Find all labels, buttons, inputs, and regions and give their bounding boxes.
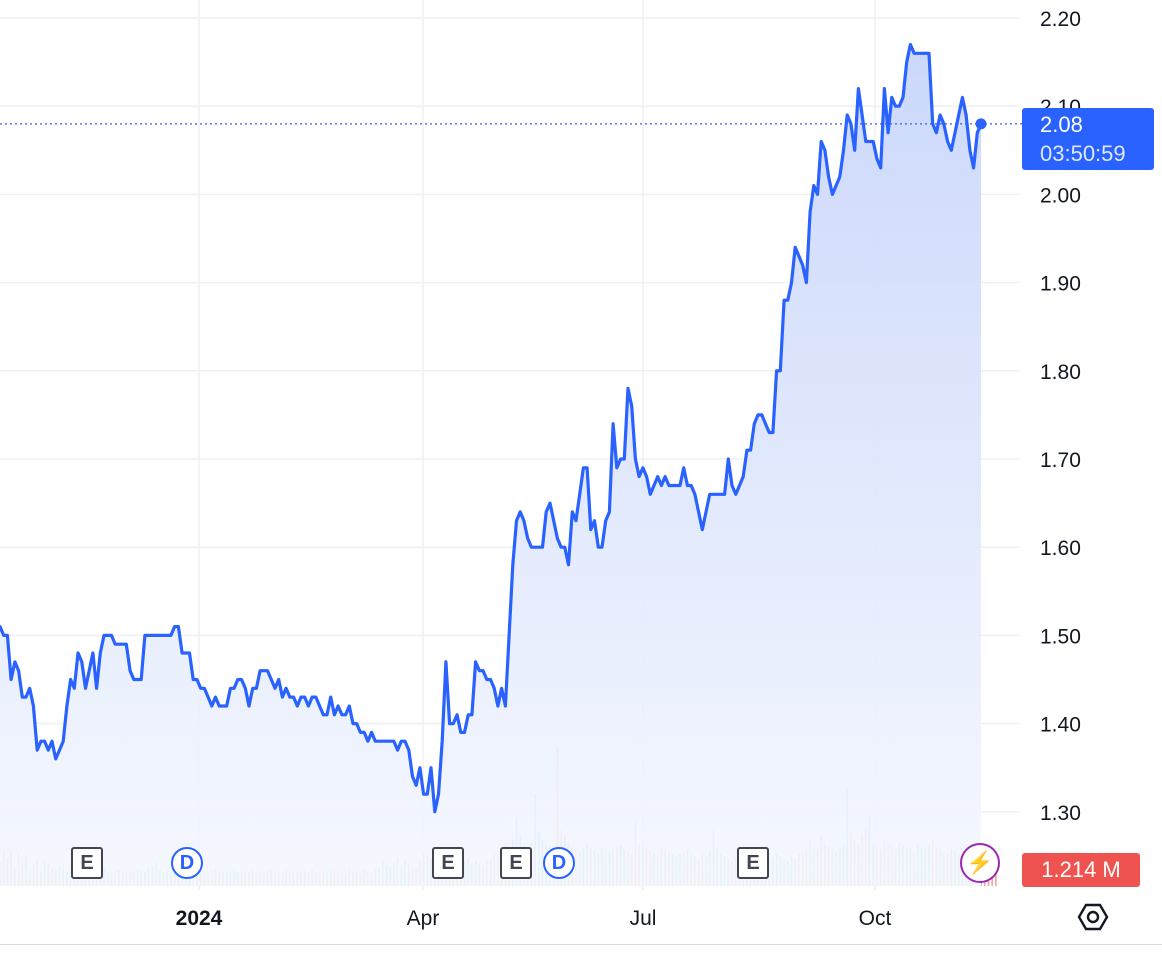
y-tick-label: 1.40: [1040, 714, 1081, 737]
y-tick-label: 2.20: [1040, 8, 1081, 31]
volume-badge: 1.214 M: [1022, 853, 1140, 887]
earnings-marker[interactable]: E: [737, 847, 769, 879]
earnings-marker[interactable]: E: [432, 847, 464, 879]
earnings-marker[interactable]: E: [500, 847, 532, 879]
settings-icon[interactable]: [1077, 901, 1109, 933]
y-tick-label: 1.80: [1040, 361, 1081, 384]
current-price-label: 2.08: [1040, 112, 1083, 137]
dividend-marker[interactable]: D: [171, 847, 203, 879]
y-tick-label: 1.50: [1040, 625, 1081, 648]
earnings-marker[interactable]: E: [71, 847, 103, 879]
bottom-divider: [0, 944, 1162, 945]
x-tick-label: Jul: [630, 907, 657, 930]
bar-countdown-label: 03:50:59: [1040, 141, 1126, 166]
x-tick-label: 2024: [176, 907, 223, 930]
price-line: [0, 42, 983, 814]
y-tick-label: 2.00: [1040, 184, 1081, 207]
dividend-marker[interactable]: D: [543, 847, 575, 879]
current-price-badge: 2.08 03:50:59: [1022, 108, 1154, 170]
y-tick-label: 1.70: [1040, 449, 1081, 472]
current-price-dot: [975, 118, 987, 130]
price-area: [0, 44, 981, 886]
lightning-icon[interactable]: ⚡: [960, 843, 1000, 883]
y-tick-label: 1.30: [1040, 802, 1081, 825]
x-tick-label: Oct: [859, 907, 892, 930]
x-tick-label: Apr: [407, 907, 440, 930]
y-tick-label: 1.60: [1040, 537, 1081, 560]
y-tick-label: 1.90: [1040, 273, 1081, 296]
